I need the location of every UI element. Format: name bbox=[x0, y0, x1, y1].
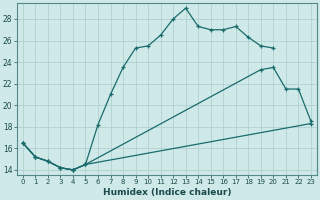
X-axis label: Humidex (Indice chaleur): Humidex (Indice chaleur) bbox=[103, 188, 231, 197]
